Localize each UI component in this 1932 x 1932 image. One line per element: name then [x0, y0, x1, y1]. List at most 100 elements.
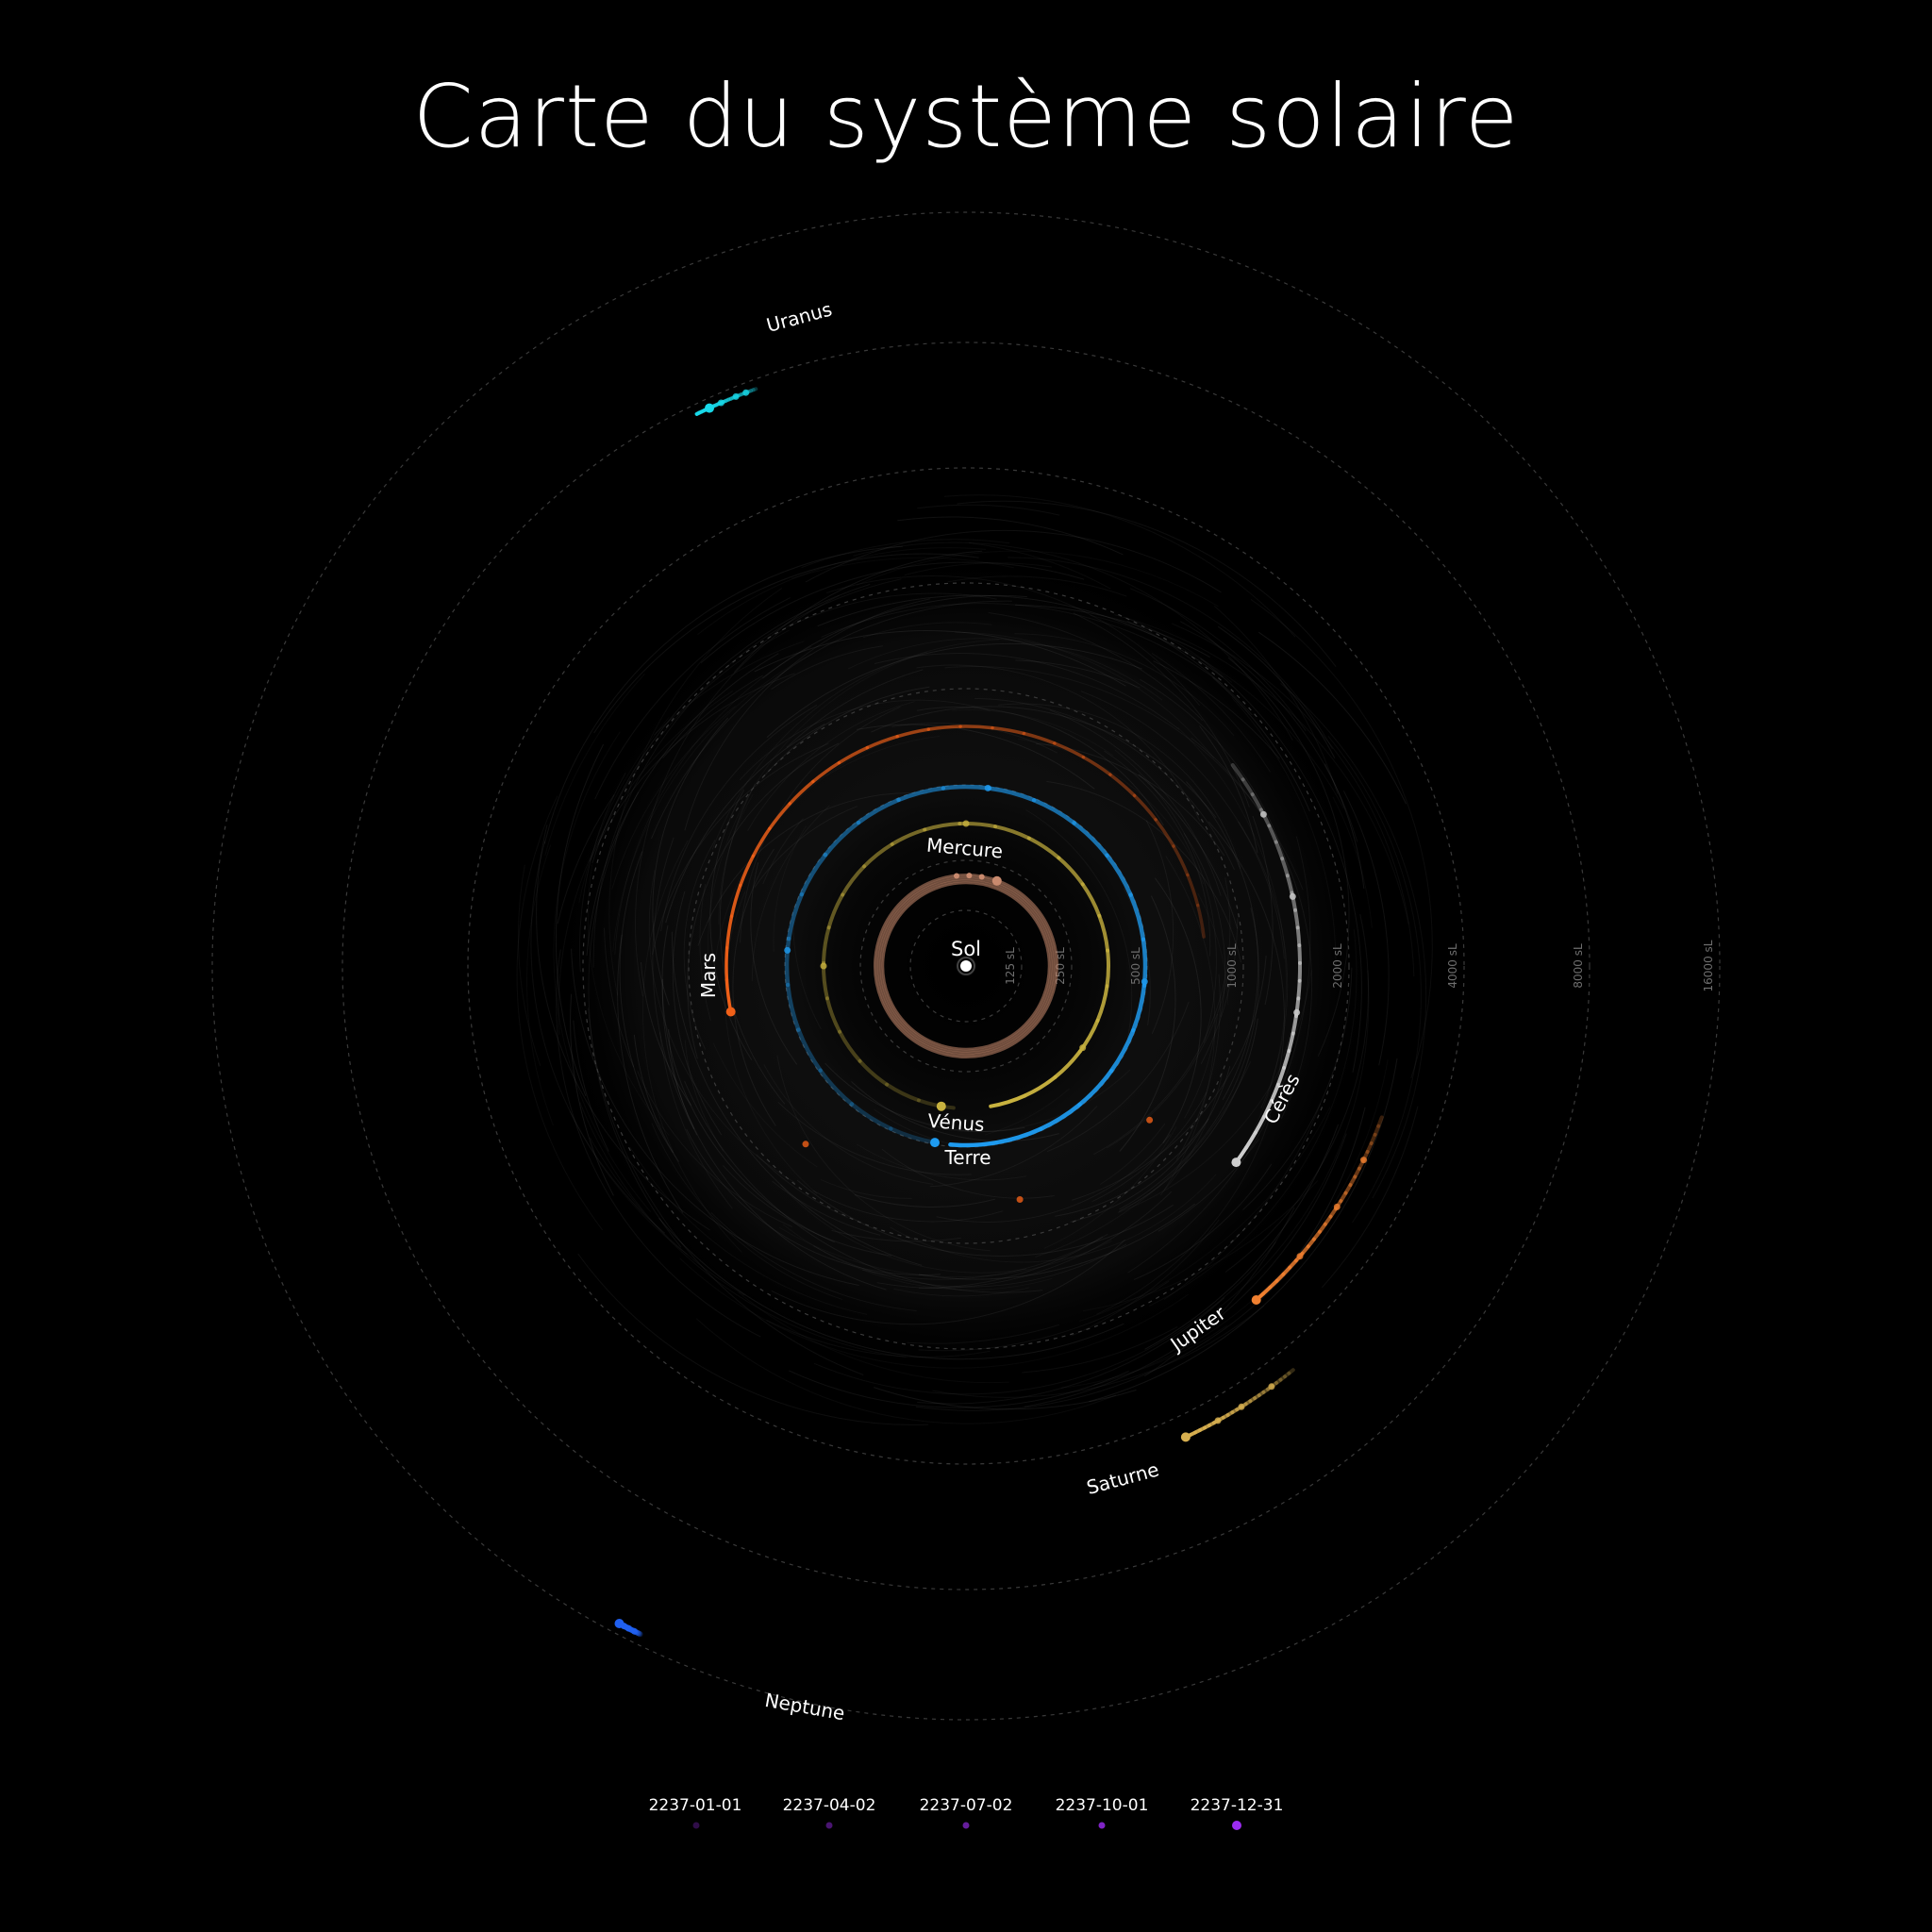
asteroid-trail: [890, 1174, 1217, 1263]
asteroid-trail: [1163, 1103, 1322, 1300]
asteroid-trail: [1200, 658, 1362, 1074]
asteroid-trail: [974, 697, 1235, 871]
asteroid-trail: [861, 1233, 1108, 1280]
asteroid-trail: [1134, 1163, 1273, 1280]
asteroid-trail: [697, 792, 927, 946]
asteroid-trail: [917, 504, 1060, 516]
venus-position-marker: [1079, 1044, 1087, 1052]
asteroid-trail: [1145, 820, 1174, 1035]
asteroid-trail: [641, 961, 692, 1107]
ceres-position-marker: [1231, 1158, 1241, 1168]
asteroid-trail: [570, 993, 614, 1196]
distance-ring-label: 2000 sL: [1331, 943, 1344, 989]
asteroid-trail: [665, 723, 825, 924]
asteroid-trail: [1035, 1061, 1252, 1257]
uranus-orbit-segment: [749, 388, 756, 393]
mercure-orbit-lap: [881, 881, 1051, 1051]
asteroid-trail: [543, 545, 904, 844]
asteroid-trail: [608, 588, 783, 996]
timeline-tick: [1232, 1821, 1241, 1830]
asteroid-trail: [1332, 796, 1373, 928]
asteroid-trail: [857, 724, 1095, 790]
asteroid-trail: [955, 631, 1215, 758]
timeline-date-label: 2237-12-31: [1191, 1796, 1284, 1815]
asteroid-trail: [1104, 750, 1211, 957]
asteroid-trail: [820, 1178, 912, 1199]
asteroid-trail: [1070, 1065, 1231, 1223]
asteroid-trail: [544, 674, 645, 857]
mars-position-marker: [1016, 1196, 1024, 1203]
asteroid-trail: [710, 1212, 917, 1311]
asteroid-trail: [1199, 725, 1258, 854]
asteroid-trail: [1079, 1107, 1331, 1322]
asteroid-trail: [812, 1190, 1004, 1223]
asteroid-trail: [851, 1081, 1059, 1142]
asteroid-trail: [1015, 604, 1210, 658]
asteroid-trail: [686, 1128, 941, 1275]
asteroid-trail: [780, 1184, 1027, 1274]
terre-orbit-segment: [785, 982, 801, 1032]
venus-position-marker: [936, 1101, 946, 1111]
asteroid-trail: [612, 653, 812, 953]
asteroid-trail: [1129, 588, 1307, 732]
asteroid-trail: [1213, 605, 1339, 794]
asteroid-trail: [722, 1165, 892, 1257]
asteroid-trail: [684, 598, 931, 831]
asteroid-trail: [1024, 1133, 1347, 1407]
ceres-orbit-segment: [1258, 808, 1272, 828]
ceres-position-marker: [1259, 810, 1267, 818]
asteroid-trail: [569, 1110, 688, 1256]
distance-ring: [211, 211, 1721, 1721]
jupiter-orbit-segment: [1373, 1124, 1381, 1137]
distance-ring: [341, 341, 1591, 1591]
asteroid-trail: [1252, 815, 1274, 1006]
planet-tracks: [614, 387, 1384, 1638]
asteroid-trail: [754, 630, 1126, 687]
mercure-orbit-lap: [875, 875, 1057, 1057]
mars-orbit-segment: [1132, 793, 1158, 822]
distance-ring: [688, 688, 1244, 1244]
distance-ring: [859, 859, 1073, 1073]
planet-label-terre: Terre: [943, 1146, 991, 1169]
asteroid-trail: [801, 539, 1010, 569]
asteroid-trail: [874, 1387, 1137, 1410]
saturne-orbit-segment: [1274, 1377, 1283, 1385]
asteroid-trail: [1163, 1072, 1224, 1191]
asteroid-trail: [697, 547, 987, 635]
mars-position-marker: [802, 1141, 809, 1148]
asteroid-trail: [611, 706, 736, 890]
asteroid-trail: [766, 1320, 991, 1358]
asteroid-trail: [1208, 821, 1285, 1119]
asteroid-trail: [929, 1106, 1098, 1188]
jupiter-orbit-segment: [1369, 1132, 1377, 1145]
asteroid-trail: [813, 1241, 1276, 1395]
ceres-orbit-segment: [1295, 925, 1302, 948]
asteroid-trail: [756, 1154, 848, 1218]
planet-label-neptune: Neptune: [763, 1689, 846, 1724]
asteroid-trail: [1022, 1325, 1178, 1374]
asteroid-trail: [1093, 1059, 1389, 1386]
ceres-orbit-segment: [1296, 978, 1302, 1001]
uranus-position-marker: [732, 392, 740, 400]
asteroid-trail: [684, 1040, 724, 1152]
asteroid-trail: [786, 669, 924, 748]
asteroid-trail: [1018, 739, 1205, 885]
mars-orbit-segment: [1108, 773, 1137, 798]
asteroid-trail: [1124, 616, 1233, 683]
venus-orbit-segment: [824, 996, 842, 1034]
asteroid-trail: [1342, 791, 1390, 1066]
timeline-date-label: 2237-04-02: [783, 1796, 876, 1815]
asteroid-trail: [904, 562, 1052, 576]
asteroid-trail: [635, 594, 841, 997]
asteroid-trail: [936, 1134, 1171, 1223]
asteroid-trail: [1138, 774, 1239, 929]
asteroid-trail: [853, 541, 1293, 741]
asteroid-trail: [715, 726, 935, 958]
asteroid-trail: [825, 735, 941, 777]
asteroid-trail: [1091, 1091, 1208, 1203]
asteroid-trail: [947, 575, 1127, 597]
asteroid-trail: [733, 550, 983, 673]
asteroid-trail: [876, 1191, 1173, 1289]
ceres-orbit-segment: [1230, 763, 1245, 782]
